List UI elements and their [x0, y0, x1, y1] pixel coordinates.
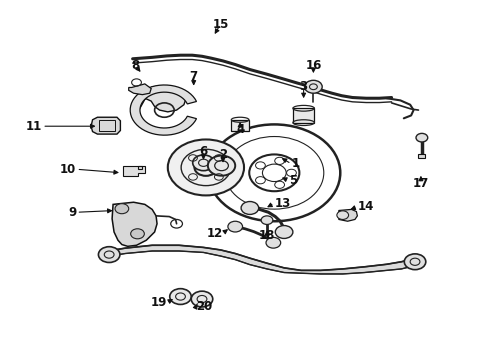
Circle shape	[305, 80, 322, 93]
Text: 9: 9	[68, 206, 76, 219]
Text: 6: 6	[199, 145, 208, 158]
Circle shape	[170, 289, 191, 305]
Text: 3: 3	[299, 80, 308, 93]
Circle shape	[241, 202, 259, 215]
Text: 5: 5	[289, 174, 297, 187]
Text: 18: 18	[259, 229, 275, 242]
Polygon shape	[103, 245, 416, 274]
Polygon shape	[123, 166, 145, 176]
Circle shape	[416, 134, 428, 142]
Text: 20: 20	[196, 300, 212, 313]
Circle shape	[191, 291, 213, 307]
Text: 13: 13	[274, 197, 291, 210]
Circle shape	[131, 229, 145, 239]
Polygon shape	[418, 154, 425, 158]
Polygon shape	[293, 108, 315, 123]
Text: 11: 11	[26, 120, 42, 133]
Circle shape	[228, 221, 243, 232]
Circle shape	[168, 139, 244, 195]
Text: 8: 8	[131, 59, 139, 72]
Text: 19: 19	[150, 296, 167, 309]
Circle shape	[337, 211, 348, 220]
Polygon shape	[339, 210, 357, 221]
Circle shape	[98, 247, 120, 262]
Text: 17: 17	[413, 177, 429, 190]
Polygon shape	[130, 85, 196, 135]
Polygon shape	[129, 84, 151, 95]
Circle shape	[404, 254, 426, 270]
Text: 15: 15	[212, 18, 229, 31]
Text: 2: 2	[219, 148, 227, 161]
Polygon shape	[231, 120, 249, 131]
Text: 4: 4	[236, 123, 244, 136]
Circle shape	[115, 204, 129, 214]
Text: 12: 12	[207, 226, 223, 239]
Circle shape	[261, 216, 273, 225]
Circle shape	[266, 237, 281, 248]
Text: 14: 14	[357, 201, 374, 213]
Polygon shape	[137, 86, 186, 113]
Text: 7: 7	[190, 69, 198, 82]
Circle shape	[193, 155, 214, 171]
Polygon shape	[91, 117, 121, 134]
Text: 10: 10	[60, 163, 76, 176]
Text: 1: 1	[292, 157, 299, 170]
Text: 16: 16	[305, 59, 321, 72]
Polygon shape	[112, 202, 157, 246]
Circle shape	[275, 226, 293, 238]
Circle shape	[208, 156, 235, 176]
